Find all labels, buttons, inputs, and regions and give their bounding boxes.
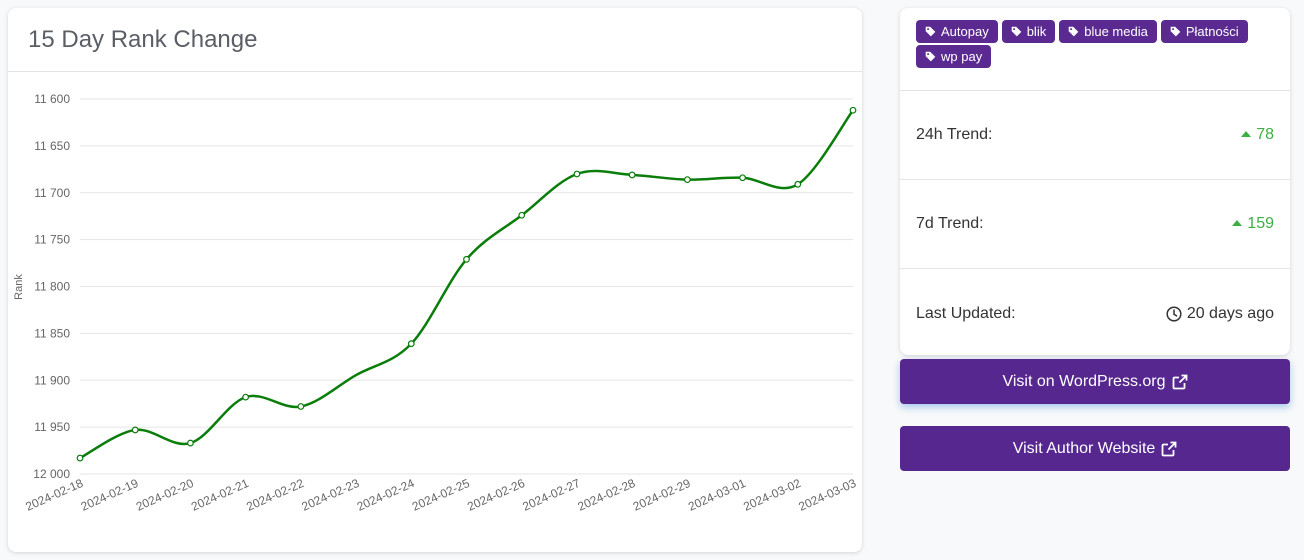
rank-data-point [131, 426, 139, 434]
x-tick-label: 2024-02-23 [300, 476, 362, 514]
tag-autopay[interactable]: Autopay [916, 20, 998, 43]
trend-7d-value: 159 [1232, 215, 1274, 233]
trend-24h-label: 24h Trend: [916, 126, 993, 143]
last-updated-label: Last Updated: [916, 304, 1016, 322]
rank-chart-card: 15 Day Rank Change 11 600 11 650 11 700 11 … [8, 8, 862, 552]
trend-7d-label: 7d Trend: [916, 215, 984, 232]
rank-data-point [794, 180, 802, 188]
visit-author-button[interactable]: Visit Author Website [900, 426, 1290, 471]
chart-card-header: 15 Day Rank Change [8, 8, 862, 72]
rank-data-point [463, 255, 470, 263]
rank-data-point [187, 439, 194, 447]
caret-up-icon [1232, 219, 1243, 226]
trend-7d-row: 7d Trend: 159 [900, 180, 1290, 269]
tag-label: Płatności [1185, 24, 1239, 39]
visit-wordpress-label: Visit on WordPress.org [1002, 372, 1166, 390]
clock-icon [1166, 305, 1182, 322]
y-tick-label: 11 950 [34, 420, 70, 434]
tag-label: blik [1026, 24, 1047, 39]
x-tick-label: 2024-02-28 [576, 476, 638, 514]
tag-blik[interactable]: blik [1001, 20, 1056, 43]
trend-24h-value: 78 [1241, 126, 1274, 144]
x-tick-label: 2024-02-21 [189, 476, 251, 514]
trend-24h-number: 78 [1256, 126, 1274, 143]
y-tick-label: 11 850 [34, 326, 70, 340]
chart-title: 15 Day Rank Change [28, 26, 258, 53]
tag-platnosci[interactable]: Płatności [1160, 20, 1248, 43]
x-tick-label: 2024-03-03 [796, 476, 858, 514]
tag-label: blue media [1084, 24, 1148, 39]
visit-wordpress-button[interactable]: Visit on WordPress.org [900, 359, 1290, 404]
y-tick-label: 11 800 [34, 280, 70, 294]
external-link-icon [1172, 374, 1187, 389]
x-tick-label: 2024-03-01 [686, 476, 748, 514]
tag-blue-media[interactable]: blue media [1059, 20, 1157, 43]
x-tick-label: 2024-02-29 [631, 476, 693, 514]
last-updated-value: 20 days ago [1166, 305, 1274, 323]
trend-7d-number: 159 [1247, 215, 1274, 232]
plugin-info-card: Autopay blik blue media Płatności wp pay… [900, 8, 1290, 355]
rank-data-point [683, 176, 691, 184]
tag-icon [925, 51, 936, 62]
rank-data-point [297, 403, 305, 410]
x-tick-label: 2024-02-19 [79, 476, 141, 514]
external-link-icon [1161, 441, 1177, 456]
tags-list: Autopay blik blue media Płatności wp pay [900, 8, 1290, 91]
y-tick-label: 11 750 [34, 233, 70, 247]
trend-24h-row: 24h Trend: 78 [900, 91, 1290, 180]
rank-series-line [79, 109, 855, 460]
rank-data-point [849, 106, 857, 114]
rank-line-chart: 11 600 11 650 11 700 11 750 11 800 11 850 11 9… [13, 92, 859, 514]
y-axis-label: Rank [13, 274, 25, 300]
tag-icon [1068, 26, 1079, 37]
tag-icon [1170, 26, 1181, 37]
x-tick-label: 2024-02-22 [244, 476, 306, 514]
rank-data-point [407, 340, 415, 348]
tag-label: Autopay [941, 24, 989, 39]
x-tick-label: 2024-02-26 [465, 476, 527, 514]
rank-data-point [242, 393, 250, 401]
y-tick-label: 12 000 [33, 467, 70, 481]
x-tick-label: 2024-02-25 [410, 476, 472, 514]
y-tick-label: 11 600 [34, 92, 70, 106]
x-tick-label: 2024-02-20 [134, 476, 196, 514]
tag-wp-pay[interactable]: wp pay [916, 45, 992, 68]
x-tick-label: 2024-02-27 [520, 476, 582, 514]
tag-icon [1011, 26, 1022, 37]
tag-icon [925, 26, 936, 37]
tag-label: wp pay [941, 49, 983, 64]
rank-data-point [573, 170, 581, 178]
y-tick-label: 11 700 [34, 186, 70, 200]
x-tick-label: 2024-02-24 [355, 476, 417, 514]
rank-data-point [739, 174, 746, 182]
y-tick-label: 11 650 [34, 139, 70, 153]
y-tick-label: 11 900 [34, 373, 70, 387]
last-updated-row: Last Updated: 20 days ago [900, 269, 1290, 358]
caret-up-icon [1241, 130, 1252, 137]
last-updated-text: 20 days ago [1186, 304, 1274, 322]
x-tick-label: 2024-03-02 [741, 476, 803, 514]
rank-data-point [76, 454, 84, 462]
rank-data-point [518, 211, 526, 219]
x-tick-label: 2024-02-18 [23, 476, 85, 514]
rank-data-point [628, 171, 636, 179]
visit-author-label: Visit Author Website [1012, 439, 1156, 457]
